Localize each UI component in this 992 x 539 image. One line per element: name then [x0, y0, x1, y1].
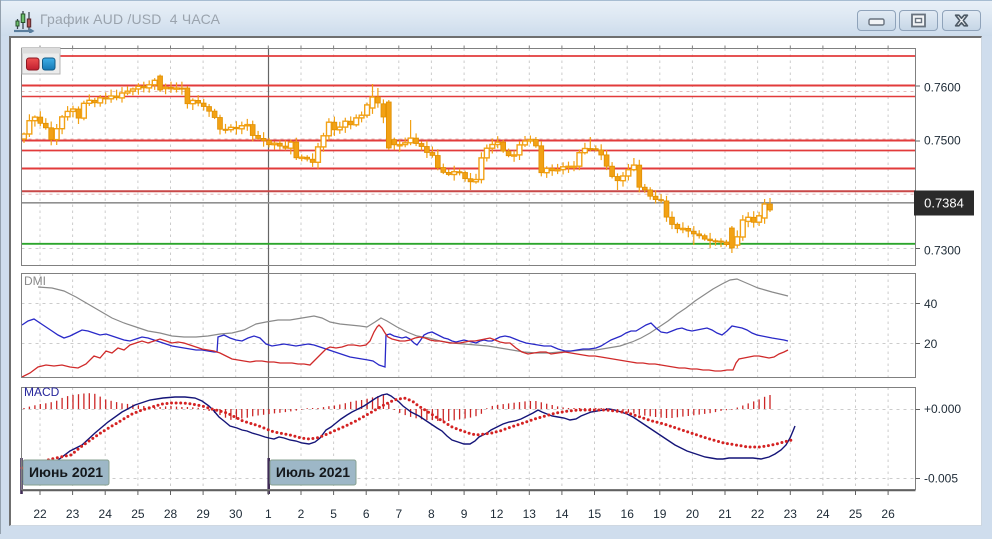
svg-text:MACD: MACD	[24, 385, 60, 399]
svg-text:24: 24	[99, 507, 113, 521]
svg-text:20: 20	[686, 507, 700, 521]
svg-text:40: 40	[924, 297, 938, 311]
svg-text:6: 6	[363, 507, 370, 521]
svg-text:12: 12	[490, 507, 504, 521]
svg-text:1: 1	[265, 507, 272, 521]
svg-text:30: 30	[229, 507, 243, 521]
svg-text:9: 9	[461, 507, 468, 521]
svg-text:8: 8	[428, 507, 435, 521]
svg-text:20: 20	[924, 337, 938, 351]
svg-text:21: 21	[718, 507, 732, 521]
svg-text:28: 28	[164, 507, 178, 521]
svg-text:13: 13	[523, 507, 537, 521]
svg-text:16: 16	[621, 507, 635, 521]
svg-text:25: 25	[131, 507, 145, 521]
svg-text:2: 2	[298, 507, 305, 521]
svg-text:23: 23	[66, 507, 80, 521]
svg-text:-0.005: -0.005	[924, 472, 958, 486]
svg-text:24: 24	[816, 507, 830, 521]
svg-text:15: 15	[588, 507, 602, 521]
svg-text:0.7300: 0.7300	[924, 244, 961, 258]
svg-text:DMI: DMI	[24, 274, 46, 288]
svg-text:22: 22	[33, 507, 47, 521]
svg-text:0.7384: 0.7384	[924, 195, 964, 210]
svg-text:19: 19	[653, 507, 667, 521]
svg-text:0.7600: 0.7600	[924, 81, 961, 95]
svg-text:Июнь 2021: Июнь 2021	[29, 464, 103, 480]
svg-text:5: 5	[330, 507, 337, 521]
svg-text:22: 22	[751, 507, 765, 521]
svg-text:14: 14	[555, 507, 569, 521]
svg-text:23: 23	[784, 507, 798, 521]
svg-text:26: 26	[881, 507, 895, 521]
svg-text:0.7500: 0.7500	[924, 134, 961, 148]
svg-text:25: 25	[849, 507, 863, 521]
svg-text:+0.000: +0.000	[924, 402, 961, 416]
svg-text:Июль 2021: Июль 2021	[276, 464, 350, 480]
svg-text:7: 7	[395, 507, 402, 521]
svg-text:29: 29	[196, 507, 210, 521]
